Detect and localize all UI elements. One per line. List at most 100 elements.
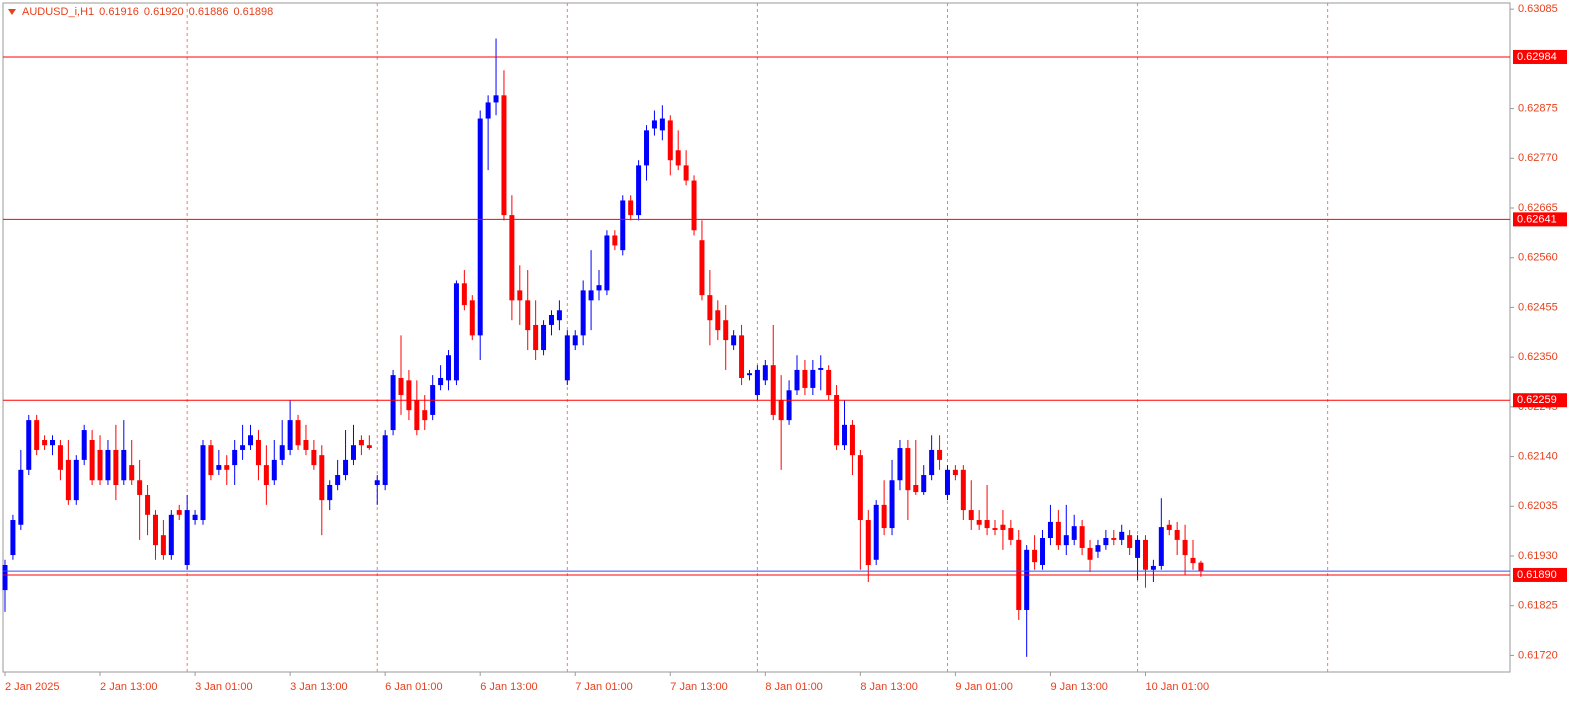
candle-body — [343, 459, 349, 476]
candle-body — [160, 535, 166, 556]
candle-body — [992, 528, 998, 530]
candle-body — [208, 445, 214, 476]
candle-body — [770, 365, 776, 415]
candle-body — [667, 120, 673, 161]
candle-body — [350, 445, 356, 460]
candle-body — [905, 448, 911, 491]
candle-body — [651, 120, 657, 129]
candle-body — [232, 449, 238, 466]
candle-body — [295, 420, 301, 446]
candle-body — [398, 377, 404, 396]
candle-body — [842, 424, 848, 446]
candle-body — [255, 440, 261, 466]
x-tick-label: 6 Jan 01:00 — [385, 681, 443, 693]
candle-body — [358, 440, 364, 446]
candle-body — [113, 449, 119, 485]
candle-body — [81, 430, 87, 460]
candle-body — [1190, 557, 1196, 564]
candle-body — [319, 455, 325, 501]
x-tick-label: 2 Jan 2025 — [5, 681, 59, 693]
candle-body — [612, 235, 618, 246]
candle-body — [271, 459, 277, 481]
candle-body — [968, 510, 974, 521]
candle-body — [659, 118, 665, 131]
candle-body — [865, 520, 871, 565]
candle-body — [192, 514, 198, 521]
candle-body — [588, 290, 594, 301]
candle-body — [327, 484, 333, 501]
candle-body — [628, 200, 634, 216]
candle-body — [374, 480, 380, 485]
candle-body — [335, 475, 341, 485]
candle-body — [556, 310, 562, 321]
quote-high: 0.61920 — [143, 6, 184, 18]
candle-body — [1008, 528, 1014, 540]
candle-body — [18, 469, 24, 525]
x-tick-label: 10 Jan 01:00 — [1145, 681, 1209, 693]
candle-body — [1111, 538, 1117, 540]
x-tick-label: 3 Jan 13:00 — [290, 681, 348, 693]
candle-body — [311, 449, 317, 466]
candle-body — [57, 445, 63, 470]
candle-body — [810, 369, 816, 388]
candle-body — [137, 480, 143, 495]
candle-body — [786, 390, 792, 421]
candle-body — [857, 455, 863, 521]
candle-body — [834, 395, 840, 446]
candle-body — [493, 95, 499, 103]
candle-body — [240, 445, 246, 450]
candle-body — [873, 504, 879, 560]
candle-body — [1000, 524, 1006, 530]
candle-body — [739, 335, 745, 378]
quote-open: 0.61916 — [99, 6, 139, 18]
candle-body — [501, 95, 507, 216]
candle-body — [517, 290, 523, 301]
candle-body — [548, 315, 554, 325]
candle-body — [34, 420, 40, 450]
candle-body — [620, 200, 626, 251]
y-tick-label: 0.61720 — [1518, 649, 1558, 661]
x-tick-label: 9 Jan 13:00 — [1050, 681, 1108, 693]
candle-body — [1158, 527, 1164, 566]
candle-body — [1040, 538, 1046, 565]
candle-body — [691, 180, 697, 231]
candle-body — [762, 365, 768, 381]
candle-body — [26, 420, 32, 470]
quote-low: 0.61886 — [188, 6, 229, 18]
y-tick-label: 0.61930 — [1518, 550, 1558, 562]
candle-body — [152, 514, 158, 546]
candle-body — [509, 215, 515, 301]
candle-body — [897, 448, 903, 481]
candle-body — [818, 368, 824, 370]
candle-body — [453, 283, 459, 381]
candle-body — [469, 300, 475, 336]
candle-body — [715, 310, 721, 331]
candle-body — [1055, 521, 1061, 546]
y-tick-label: 0.62665 — [1518, 202, 1558, 214]
level-label: 0.62984 — [1517, 51, 1557, 63]
candle-body — [929, 449, 935, 476]
candle-body — [1166, 524, 1172, 530]
candle-body — [913, 484, 919, 493]
candle-body — [382, 435, 388, 485]
candle-body — [1079, 526, 1085, 548]
candle-body — [224, 465, 230, 470]
candle-body — [145, 494, 151, 515]
y-tick-label: 0.61825 — [1518, 600, 1558, 612]
candle-body — [1142, 539, 1148, 570]
candle-body — [826, 369, 832, 396]
y-tick-label: 0.62035 — [1518, 500, 1558, 512]
candle-body — [707, 295, 713, 321]
candle-body — [984, 520, 990, 529]
level-label: 0.61890 — [1517, 569, 1557, 581]
quote-close: 0.61898 — [233, 6, 274, 18]
candle-body — [564, 335, 570, 381]
candle-body — [1095, 545, 1101, 552]
x-tick-label: 7 Jan 13:00 — [670, 681, 728, 693]
candle-body — [485, 102, 491, 119]
candle-body — [525, 300, 531, 331]
chart-header: AUDUSD_i,H1 0.61916 0.61920 0.61886 0.61… — [8, 6, 278, 18]
x-tick-label: 2 Jan 13:00 — [100, 681, 158, 693]
